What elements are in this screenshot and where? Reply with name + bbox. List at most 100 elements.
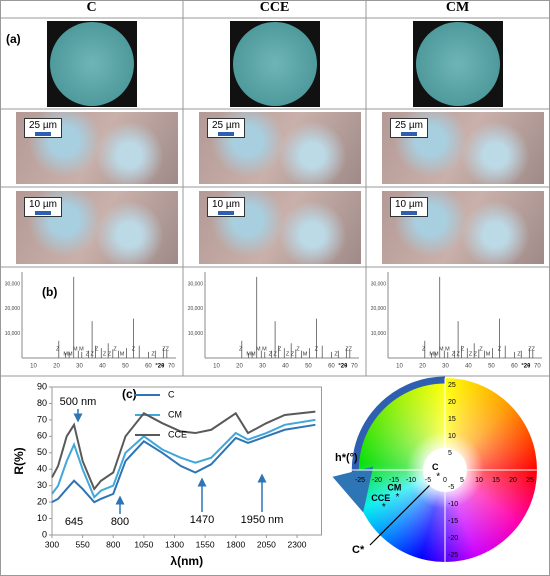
panel-label: (c) bbox=[122, 387, 137, 401]
annotation: 645 bbox=[65, 516, 83, 528]
micrograph: 10 µm bbox=[16, 191, 178, 264]
column-header: C bbox=[86, 0, 97, 15]
scale-line bbox=[401, 132, 417, 136]
scale-label: 25 µm bbox=[212, 120, 240, 131]
y-tick-label: 60 bbox=[37, 431, 47, 441]
xrd-peak-label: ZZ bbox=[345, 346, 352, 352]
x-tick-label: 300 bbox=[45, 539, 59, 549]
wheel-tick-a: -15 bbox=[389, 477, 399, 484]
scale-line bbox=[35, 211, 51, 215]
xrd-peak-label: Z Z bbox=[469, 351, 478, 357]
scale-label: 25 µm bbox=[395, 120, 423, 131]
wheel-tick-a: 25 bbox=[526, 477, 534, 484]
xrd-peak-label: Z bbox=[132, 346, 136, 352]
xrd-x-tick-label: 70 bbox=[168, 364, 175, 370]
xrd-x-tick-label: 50 bbox=[305, 364, 312, 370]
xrd-peak-label: ZZ bbox=[162, 346, 169, 352]
x-tick-label: 550 bbox=[76, 539, 90, 549]
xrd-x-tick-label: 60 bbox=[328, 364, 335, 370]
xrd-x-tick-label: 30 bbox=[259, 364, 266, 370]
xrd-peak-label: Z bbox=[498, 346, 502, 352]
y-tick-label: 10 bbox=[37, 513, 47, 523]
xrd-x-tick-label: 40 bbox=[465, 364, 472, 370]
xrd-peak-label: Z bbox=[422, 346, 426, 352]
wheel-tick-a: -25 bbox=[355, 477, 365, 484]
xrd-y-tick-label: 20,000 bbox=[5, 306, 21, 312]
xrd-peak-label: Z bbox=[517, 351, 521, 357]
annotation: 1950 nm bbox=[241, 514, 284, 526]
xrd-y-tick-label: 10,000 bbox=[188, 331, 204, 337]
scale-line bbox=[218, 132, 234, 136]
x-tick-label: 2050 bbox=[257, 539, 276, 549]
xrd-peak-label: Z bbox=[95, 346, 99, 352]
point-label: C bbox=[432, 462, 439, 472]
xrd-peak-label: Z bbox=[239, 346, 243, 352]
xrd-peak-label: MM bbox=[63, 351, 73, 357]
column-header: CM bbox=[445, 0, 470, 15]
annotation: 1470 bbox=[190, 514, 214, 526]
xrd-x-label: °2θ bbox=[521, 364, 530, 370]
sample-disc bbox=[233, 22, 317, 106]
point-marker: * bbox=[382, 502, 386, 513]
hue-label: h*(°) bbox=[335, 452, 358, 464]
micrograph: 25 µm bbox=[199, 112, 361, 184]
wheel-tick-a: 20 bbox=[509, 477, 517, 484]
micrograph: 10 µm bbox=[199, 191, 361, 264]
scale-line bbox=[218, 211, 234, 215]
y-tick-label: 30 bbox=[37, 480, 47, 490]
xrd-peak-label: Z bbox=[461, 346, 465, 352]
xrd-peak-label: Z bbox=[334, 351, 338, 357]
xrd-y-tick-label: 10,000 bbox=[5, 331, 21, 337]
sample-disc bbox=[50, 22, 134, 106]
y-axis-label: R(%) bbox=[12, 447, 26, 474]
series-line bbox=[51, 423, 316, 504]
scale-bar: 10 µm bbox=[390, 197, 428, 217]
y-tick-label: 80 bbox=[37, 398, 47, 408]
micrograph: 25 µm bbox=[16, 112, 178, 184]
xrd-x-tick-label: 70 bbox=[351, 364, 358, 370]
xrd-x-tick-label: 20 bbox=[419, 364, 426, 370]
micrograph: 10 µm bbox=[382, 191, 544, 264]
xrd-peak-label: Z bbox=[151, 351, 155, 357]
xrd-peak-label: Z bbox=[113, 346, 117, 352]
column-header: CCE bbox=[259, 0, 290, 15]
xrd-x-label: °2θ bbox=[338, 364, 347, 370]
xrd-x-label: °2θ bbox=[155, 364, 164, 370]
legend-label: CM bbox=[168, 409, 182, 419]
scale-bar: 10 µm bbox=[207, 197, 245, 217]
x-tick-label: 1800 bbox=[226, 539, 245, 549]
xrd-peak-label: Z Z bbox=[269, 351, 278, 357]
y-tick-label: 90 bbox=[37, 381, 47, 391]
xrd-x-tick-label: 20 bbox=[53, 364, 60, 370]
xrd-x-tick-label: 10 bbox=[213, 364, 220, 370]
xrd-peak-label: Z Z bbox=[286, 351, 295, 357]
annotation: 500 nm bbox=[60, 396, 97, 408]
plot-frame bbox=[51, 386, 322, 536]
xrd-x-tick-label: 60 bbox=[145, 364, 152, 370]
xrd-x-tick-label: 30 bbox=[442, 364, 449, 370]
wheel-tick-b: -25 bbox=[448, 552, 458, 559]
sample-photo bbox=[47, 21, 137, 107]
scale-bar: 25 µm bbox=[207, 118, 245, 138]
wheel-tick-a: -20 bbox=[372, 477, 382, 484]
xrd-peak-label: M M bbox=[256, 346, 267, 352]
sample-photo bbox=[413, 21, 503, 107]
scale-label: 25 µm bbox=[29, 120, 57, 131]
xrd-x-tick-label: 20 bbox=[236, 364, 243, 370]
xrd-peak-label: ZZ bbox=[528, 346, 535, 352]
point-label: CCE bbox=[371, 493, 390, 503]
xrd-peak-label: M bbox=[303, 351, 308, 357]
scale-label: 10 µm bbox=[395, 199, 423, 210]
legend-label: CCE bbox=[168, 429, 187, 439]
wheel-tick-b: -15 bbox=[448, 518, 458, 525]
xrd-peak-label: Z bbox=[315, 346, 319, 352]
wheel-tick-a: -5 bbox=[425, 477, 431, 484]
point-label: CM bbox=[387, 483, 401, 493]
wheel-tick-a: 10 bbox=[475, 477, 483, 484]
wheel-tick-a: 15 bbox=[492, 477, 500, 484]
wheel-center bbox=[423, 448, 467, 492]
wheel-tick-b: 25 bbox=[448, 382, 456, 389]
y-tick-label: 0 bbox=[42, 529, 47, 539]
scale-bar: 25 µm bbox=[390, 118, 428, 138]
wheel-tick-a: 5 bbox=[460, 477, 464, 484]
